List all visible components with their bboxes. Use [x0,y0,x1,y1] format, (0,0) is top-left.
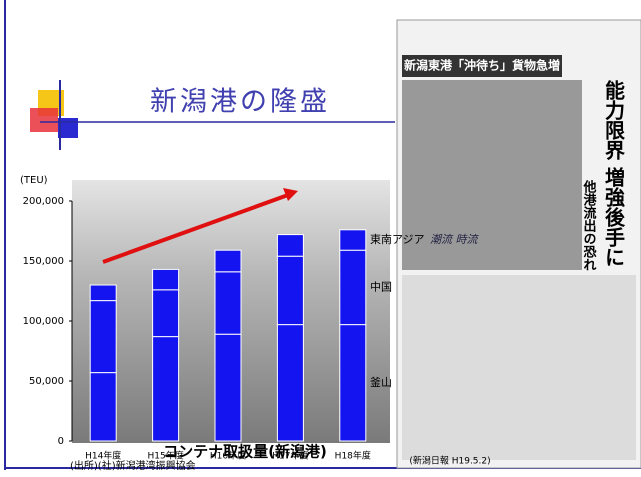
x-tick-label: H16年度 [210,450,246,462]
bar-segment [214,271,242,335]
series-label: 中国 [370,280,392,293]
clipping-text [402,275,636,460]
bar-segment [152,268,180,291]
clipping-sub: 他港流出の恐れ [581,179,598,271]
x-tick-label: H17年度 [272,450,308,462]
bar-segment [214,249,242,273]
clipping-headline: 新潟東港「沖待ち」貨物急増 [404,58,560,73]
bar-segment [214,333,242,442]
deco [58,118,78,138]
series-label: 釜山 [370,375,392,389]
title: 新潟港の隆盛 [150,87,330,118]
bar-segment [276,255,304,326]
y-tick-label: 100,000 [23,316,64,327]
bar-segment [152,336,180,442]
clipping: 新潟東港「沖待ち」貨物急増 能力限界 増強後手に 他港流出の恐れ 潮流 時流 [396,19,641,469]
y-unit: (TEU) [20,175,48,186]
source: (出所)(社)新潟港湾振興協会 [70,459,196,472]
series-label: 東南アジア [370,233,425,246]
headline-band [402,55,562,77]
bar-segment [152,289,180,338]
bar-segment [339,229,367,251]
trend-arrow [102,193,289,264]
x-label: コンテナ取扱量(新潟港) [163,443,327,461]
citation: (新潟日報 H19.5.2) [409,455,490,467]
bar-segment [89,300,117,374]
y-tick-label: 150,000 [23,256,64,267]
y-tick-label: 200,000 [23,196,64,207]
bar-segment [276,234,304,257]
deco [30,108,58,132]
arrow-head [283,188,298,201]
y-tick-label: 0 [58,436,64,447]
bar-segment [89,372,117,442]
y-tick-label: 50,000 [29,376,64,387]
bar-segment [89,284,117,302]
bar-segment [339,249,367,326]
clipping-column: 潮流 時流 [430,233,479,246]
x-tick-label: H15年度 [147,450,183,462]
bar-segment [339,324,367,442]
clipping-photo [402,80,582,270]
clipping-main: 能力限界 増強後手に [602,79,626,267]
x-tick-label: H14年度 [85,450,121,462]
x-tick-label: H18年度 [335,450,371,462]
bar-segment [276,324,304,442]
